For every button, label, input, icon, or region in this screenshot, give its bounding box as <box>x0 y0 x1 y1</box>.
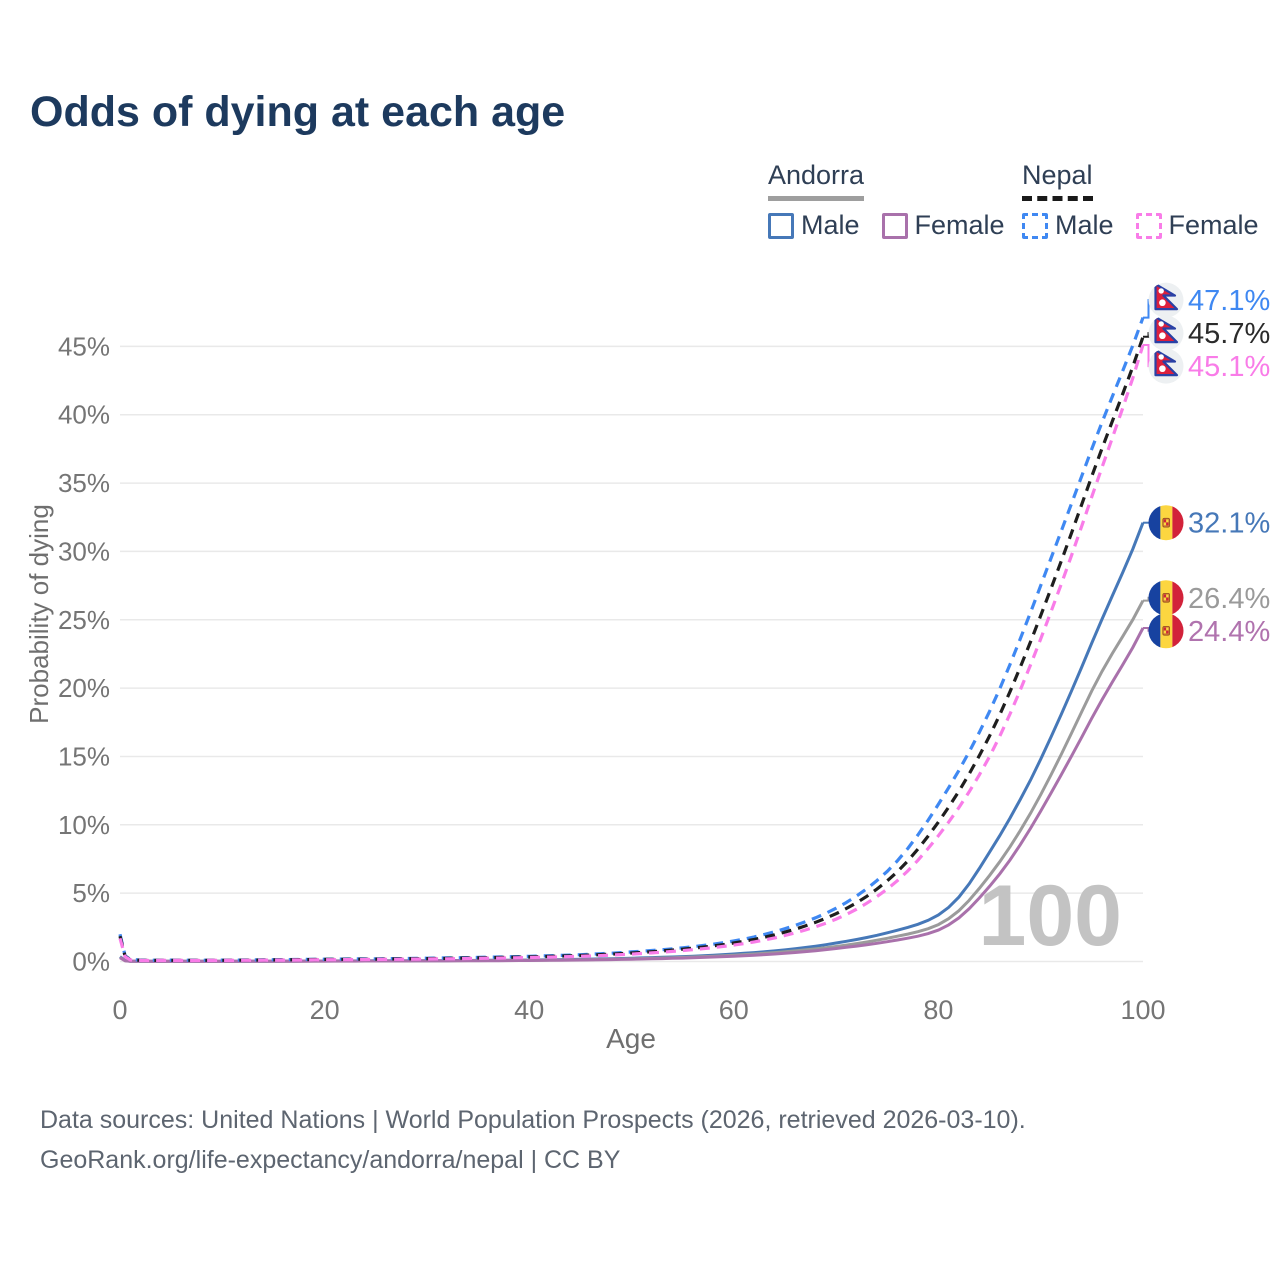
legend-item-andorra-female[interactable]: Female <box>881 210 1005 241</box>
legend-label-andorra-male: Male <box>801 210 860 240</box>
nepal-flag-icon <box>1148 348 1184 384</box>
legend-items-nepal: Male Female <box>1022 210 1280 241</box>
series-line-nepal-male <box>118 317 1145 962</box>
x-tick-40: 40 <box>514 995 544 1025</box>
x-tick-100: 100 <box>1120 995 1165 1025</box>
y-axis-title: Probability of dying <box>24 504 54 724</box>
x-tick-20: 20 <box>310 995 340 1025</box>
andorra-flag-icon <box>1148 613 1184 649</box>
nepal-male-swatch-icon <box>1022 212 1048 239</box>
y-tick-15: 15% <box>58 742 110 772</box>
nepal-flag-icon <box>1148 315 1184 351</box>
legend-group-andorra: Andorra Male Female <box>768 160 1027 241</box>
footer-attribution: GeoRank.org/life-expectancy/andorra/nepa… <box>40 1146 621 1174</box>
legend-label-andorra-female: Female <box>914 210 1005 240</box>
end-label-nepal-combined: 45.7% <box>1188 318 1270 350</box>
y-tick-35: 35% <box>58 468 110 498</box>
x-tick-80: 80 <box>923 995 953 1025</box>
legend-label-nepal-female: Female <box>1168 210 1259 240</box>
end-label-andorra-female: 24.4% <box>1188 616 1270 648</box>
x-tick-60: 60 <box>719 995 749 1025</box>
legend-item-andorra-male[interactable]: Male <box>768 210 860 241</box>
y-tick-10: 10% <box>58 810 110 840</box>
end-labels: 32.1% 26.4%24.4% 47.1%45.7%45.1% <box>1143 285 1270 648</box>
page-title: Odds of dying at each age <box>30 88 566 136</box>
legend-label-nepal-male: Male <box>1055 210 1114 240</box>
y-tick-30: 30% <box>58 536 110 566</box>
end-label-andorra-male: 32.1% <box>1188 508 1270 540</box>
legend-country-andorra[interactable]: Andorra <box>768 160 865 201</box>
age-watermark: 100 <box>979 868 1123 964</box>
end-label-andorra-combined: 26.4% <box>1188 583 1270 615</box>
y-tick-25: 25% <box>58 605 110 635</box>
y-tick-45: 45% <box>58 331 110 361</box>
y-tick-40: 40% <box>58 400 110 430</box>
series-line-nepal-combined <box>118 336 1145 963</box>
y-tick-20: 20% <box>58 673 110 703</box>
legend-item-nepal-male[interactable]: Male <box>1022 210 1114 241</box>
x-tick-0: 0 <box>112 995 127 1025</box>
x-axis-ticks: 0 20 40 60 80 100 <box>112 995 1165 1025</box>
nepal-female-swatch-icon <box>1135 212 1162 239</box>
y-tick-0: 0% <box>72 947 110 977</box>
end-label-nepal-male: 47.1% <box>1188 285 1270 317</box>
legend-items-andorra: Male Female <box>768 210 1027 241</box>
series-line-nepal-female <box>118 344 1145 963</box>
andorra-male-swatch-icon <box>768 212 794 239</box>
legend-country-nepal[interactable]: Nepal <box>1022 160 1093 201</box>
andorra-flag-icon <box>1148 505 1184 541</box>
andorra-flag-icon <box>1148 580 1184 616</box>
legend-group-nepal: Nepal Male Female <box>1022 160 1280 241</box>
andorra-female-swatch-icon <box>881 212 908 239</box>
y-tick-5: 5% <box>72 878 110 908</box>
end-label-nepal-female: 45.1% <box>1188 351 1270 383</box>
legend-item-nepal-female[interactable]: Female <box>1135 210 1259 241</box>
series-lines <box>118 317 1145 963</box>
footer-data-sources: Data sources: United Nations | World Pop… <box>40 1106 1026 1134</box>
gridlines: 0% 5% 10% 15% 20% 25% 30% 35% 40% 45% <box>58 331 1143 977</box>
nepal-flag-icon <box>1148 282 1184 318</box>
x-axis-title: Age <box>606 1023 656 1054</box>
